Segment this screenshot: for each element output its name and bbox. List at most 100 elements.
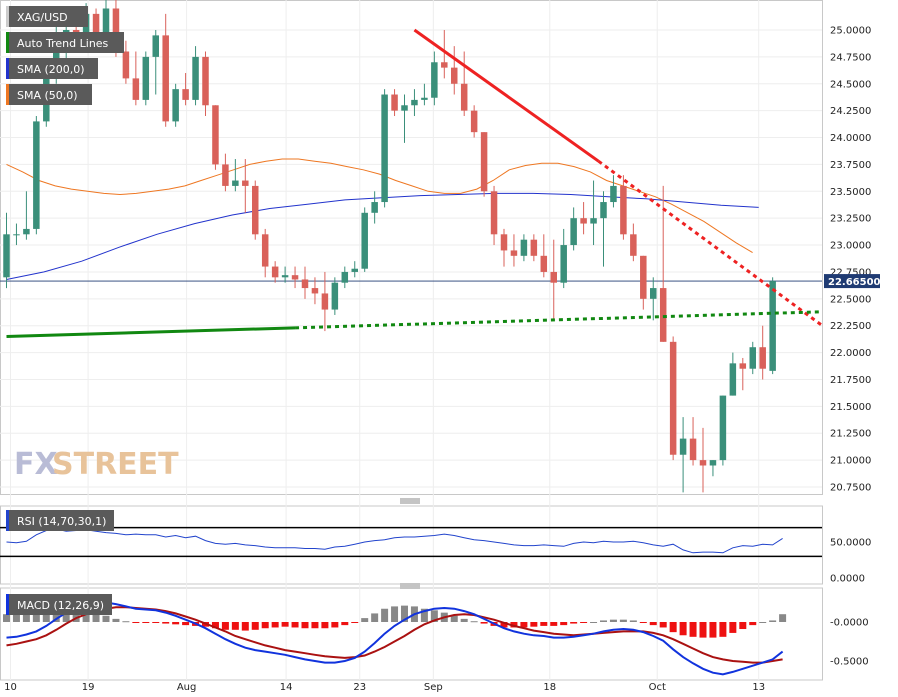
candle-body: [351, 268, 358, 272]
rsi-legend: RSI (14,70,30,1): [6, 510, 114, 531]
x-tick-label: 18: [543, 682, 556, 693]
candle-body: [13, 234, 20, 236]
macd-histogram-bar: [719, 622, 727, 637]
macd-histogram-bar: [401, 605, 408, 622]
candle-body: [719, 395, 727, 461]
macd-histogram-bar: [639, 622, 647, 623]
macd-histogram-bar: [520, 622, 528, 628]
candle: [530, 234, 538, 262]
x-tick-label: 23: [353, 682, 366, 693]
candle: [182, 73, 189, 106]
candle: [421, 83, 428, 106]
candle: [739, 357, 747, 391]
candle: [371, 191, 378, 224]
macd-histogram-bar: [311, 622, 319, 629]
candle-body: [142, 56, 150, 100]
legend-item-0-box: [6, 6, 88, 27]
legend-item-1: Auto Trend Lines: [6, 32, 124, 53]
fxstreet-watermark: FX STREET: [14, 447, 179, 482]
candle: [381, 89, 388, 208]
candle-body: [739, 363, 747, 369]
macd-histogram-bar: [132, 622, 140, 623]
macd-histogram-bar: [62, 611, 70, 622]
candle: [640, 255, 647, 310]
y-tick-label: 22.5000: [830, 294, 871, 305]
candle: [152, 30, 159, 95]
x-tick-label: Aug: [177, 682, 197, 693]
macd-histogram-bar: [12, 614, 20, 622]
macd-histogram-bar: [649, 622, 657, 626]
y-tick-label: 21.7500: [830, 375, 871, 386]
candle: [13, 223, 20, 246]
macd-histogram-bar: [420, 608, 428, 622]
x-tick-label: 19: [82, 682, 95, 693]
macd-histogram-bar: [261, 622, 269, 629]
macd-legend: MACD (12,26,9): [6, 594, 112, 615]
candle-body: [659, 288, 667, 342]
candle: [749, 341, 756, 375]
macd-histogram-bar: [3, 614, 10, 622]
candle: [401, 94, 408, 143]
candle-body: [33, 121, 40, 229]
candle-body: [580, 218, 587, 224]
y-tick-label: 24.5000: [830, 79, 871, 90]
candle-body: [371, 202, 378, 213]
candle-body: [192, 56, 199, 100]
candle: [699, 427, 707, 493]
legend-item-0-swatch: [6, 6, 9, 27]
macd-histogram-bar: [331, 622, 339, 628]
candle-body: [291, 275, 299, 280]
candle: [192, 46, 199, 106]
candle: [580, 202, 587, 235]
legend-item-2: SMA (200,0): [6, 58, 98, 79]
candle-body: [650, 288, 657, 299]
macd-histogram-bar: [82, 611, 90, 622]
candle-body: [729, 363, 737, 396]
candle-body: [520, 239, 528, 256]
candle-body: [3, 234, 10, 278]
candle: [411, 89, 418, 117]
macd-histogram-bar: [540, 622, 548, 626]
macd-histogram-bar: [560, 622, 568, 626]
candle: [630, 223, 637, 262]
watermark-fx: FX: [14, 447, 58, 482]
macd-histogram-bar: [739, 622, 747, 630]
candle-body: [421, 97, 428, 100]
candle: [23, 191, 30, 240]
candle: [271, 261, 279, 283]
rsi-tick-label: 0.0000: [830, 574, 865, 585]
macd-histogram-bar: [669, 622, 677, 633]
candle-body: [391, 94, 398, 111]
candle: [689, 417, 697, 466]
rsi-tick-label: 50.0000: [830, 538, 871, 549]
candle: [361, 207, 368, 272]
candle: [451, 46, 458, 95]
x-tick-label: 13: [752, 682, 765, 693]
x-tick-label: Oct: [649, 682, 666, 693]
rsi-line: [6, 528, 783, 554]
candle: [252, 180, 259, 240]
candle: [291, 266, 299, 289]
candle: [510, 234, 518, 267]
macd-histogram-bar: [42, 612, 50, 622]
legend-item-3-text: SMA (50,0): [17, 89, 78, 102]
candle: [441, 30, 448, 79]
candle-body: [172, 89, 179, 122]
y-tick-label: 24.0000: [830, 133, 871, 144]
candle-body: [490, 191, 498, 235]
macd-histogram-bar: [321, 622, 329, 629]
legend-item-0: XAG/USD: [6, 6, 88, 27]
candle: [232, 159, 239, 192]
candle-body: [480, 132, 488, 192]
candle-body: [112, 8, 120, 52]
candle: [480, 132, 488, 197]
candle: [500, 228, 508, 267]
macd-histogram-bar: [381, 608, 389, 622]
macd-histogram-bar: [361, 618, 369, 622]
legend-item-1-box: [6, 32, 124, 53]
macd-histogram-bar: [460, 618, 468, 622]
candle-body: [600, 202, 607, 219]
macd-histogram-bar: [172, 622, 180, 625]
legend-item-2-swatch: [6, 58, 9, 79]
candle-body: [321, 293, 329, 310]
